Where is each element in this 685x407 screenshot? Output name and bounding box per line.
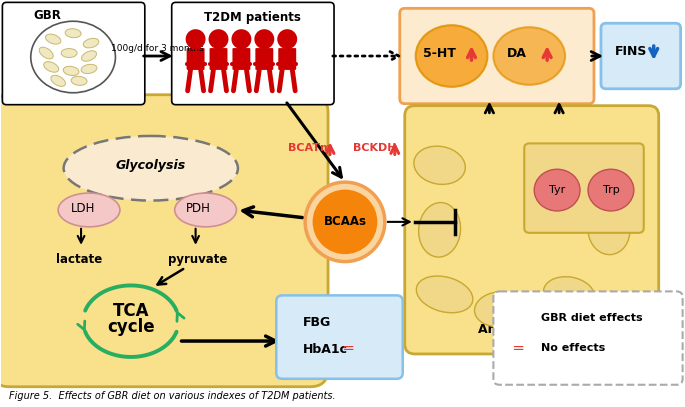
FancyBboxPatch shape — [405, 106, 659, 354]
Text: Amino Acid Pool: Amino Acid Pool — [477, 323, 590, 336]
FancyBboxPatch shape — [278, 48, 296, 70]
Ellipse shape — [63, 66, 79, 76]
Ellipse shape — [39, 47, 53, 59]
Text: pyruvate: pyruvate — [168, 253, 227, 266]
Text: PDH: PDH — [186, 202, 211, 215]
Ellipse shape — [175, 193, 236, 227]
Text: cycle: cycle — [107, 318, 155, 336]
FancyBboxPatch shape — [601, 23, 681, 89]
Text: 5-HT: 5-HT — [423, 46, 456, 59]
Text: BCAAs: BCAAs — [323, 215, 366, 228]
Ellipse shape — [416, 25, 488, 87]
FancyBboxPatch shape — [524, 143, 644, 233]
Ellipse shape — [65, 28, 81, 38]
Text: ═: ═ — [513, 341, 522, 355]
Circle shape — [208, 29, 229, 49]
Ellipse shape — [543, 277, 595, 312]
Ellipse shape — [51, 75, 65, 86]
Ellipse shape — [31, 21, 116, 93]
Ellipse shape — [416, 276, 473, 313]
Ellipse shape — [305, 182, 385, 262]
Ellipse shape — [44, 62, 59, 72]
Ellipse shape — [81, 64, 97, 74]
Text: No effects: No effects — [541, 343, 606, 353]
Text: lactate: lactate — [56, 253, 102, 266]
Ellipse shape — [534, 169, 580, 211]
Ellipse shape — [475, 292, 524, 327]
FancyBboxPatch shape — [400, 8, 594, 104]
Ellipse shape — [58, 193, 120, 227]
Text: LDH: LDH — [71, 202, 95, 215]
Text: DA: DA — [508, 46, 527, 59]
Ellipse shape — [588, 205, 630, 255]
FancyBboxPatch shape — [256, 48, 273, 70]
Text: T2DM patients: T2DM patients — [204, 11, 301, 24]
Ellipse shape — [84, 38, 99, 48]
Ellipse shape — [64, 136, 238, 201]
Text: Trp: Trp — [603, 185, 619, 195]
Text: ═: ═ — [343, 341, 353, 355]
FancyBboxPatch shape — [186, 48, 205, 70]
FancyBboxPatch shape — [2, 2, 145, 105]
Circle shape — [232, 29, 251, 49]
Text: GBR diet effects: GBR diet effects — [541, 313, 643, 323]
Ellipse shape — [82, 51, 97, 61]
Text: GBR: GBR — [34, 9, 61, 22]
Circle shape — [277, 29, 297, 49]
Ellipse shape — [312, 190, 377, 254]
Text: BCATm: BCATm — [288, 143, 332, 153]
Text: FBG: FBG — [303, 316, 332, 329]
Ellipse shape — [588, 169, 634, 211]
Circle shape — [254, 29, 274, 49]
FancyBboxPatch shape — [493, 291, 683, 385]
FancyBboxPatch shape — [276, 295, 403, 379]
Circle shape — [186, 29, 206, 49]
Text: TCA: TCA — [112, 302, 149, 320]
Text: Tyr: Tyr — [549, 185, 565, 195]
FancyBboxPatch shape — [172, 2, 334, 105]
FancyBboxPatch shape — [0, 95, 328, 387]
Ellipse shape — [414, 146, 465, 184]
Ellipse shape — [419, 203, 460, 257]
Ellipse shape — [61, 48, 77, 57]
Text: 100g/d for 3 months: 100g/d for 3 months — [112, 44, 204, 53]
Text: BCKDH: BCKDH — [353, 143, 397, 153]
FancyBboxPatch shape — [232, 48, 251, 70]
Ellipse shape — [580, 146, 629, 184]
Text: Figure 5.  Effects of GBR diet on various indexes of T2DM patients.: Figure 5. Effects of GBR diet on various… — [10, 391, 336, 400]
Ellipse shape — [71, 77, 87, 85]
Text: Glycolysis: Glycolysis — [116, 159, 186, 172]
FancyBboxPatch shape — [210, 48, 227, 70]
Ellipse shape — [45, 34, 61, 44]
Text: HbA1c: HbA1c — [303, 343, 348, 355]
Text: FINS: FINS — [614, 44, 647, 57]
Ellipse shape — [493, 27, 565, 85]
